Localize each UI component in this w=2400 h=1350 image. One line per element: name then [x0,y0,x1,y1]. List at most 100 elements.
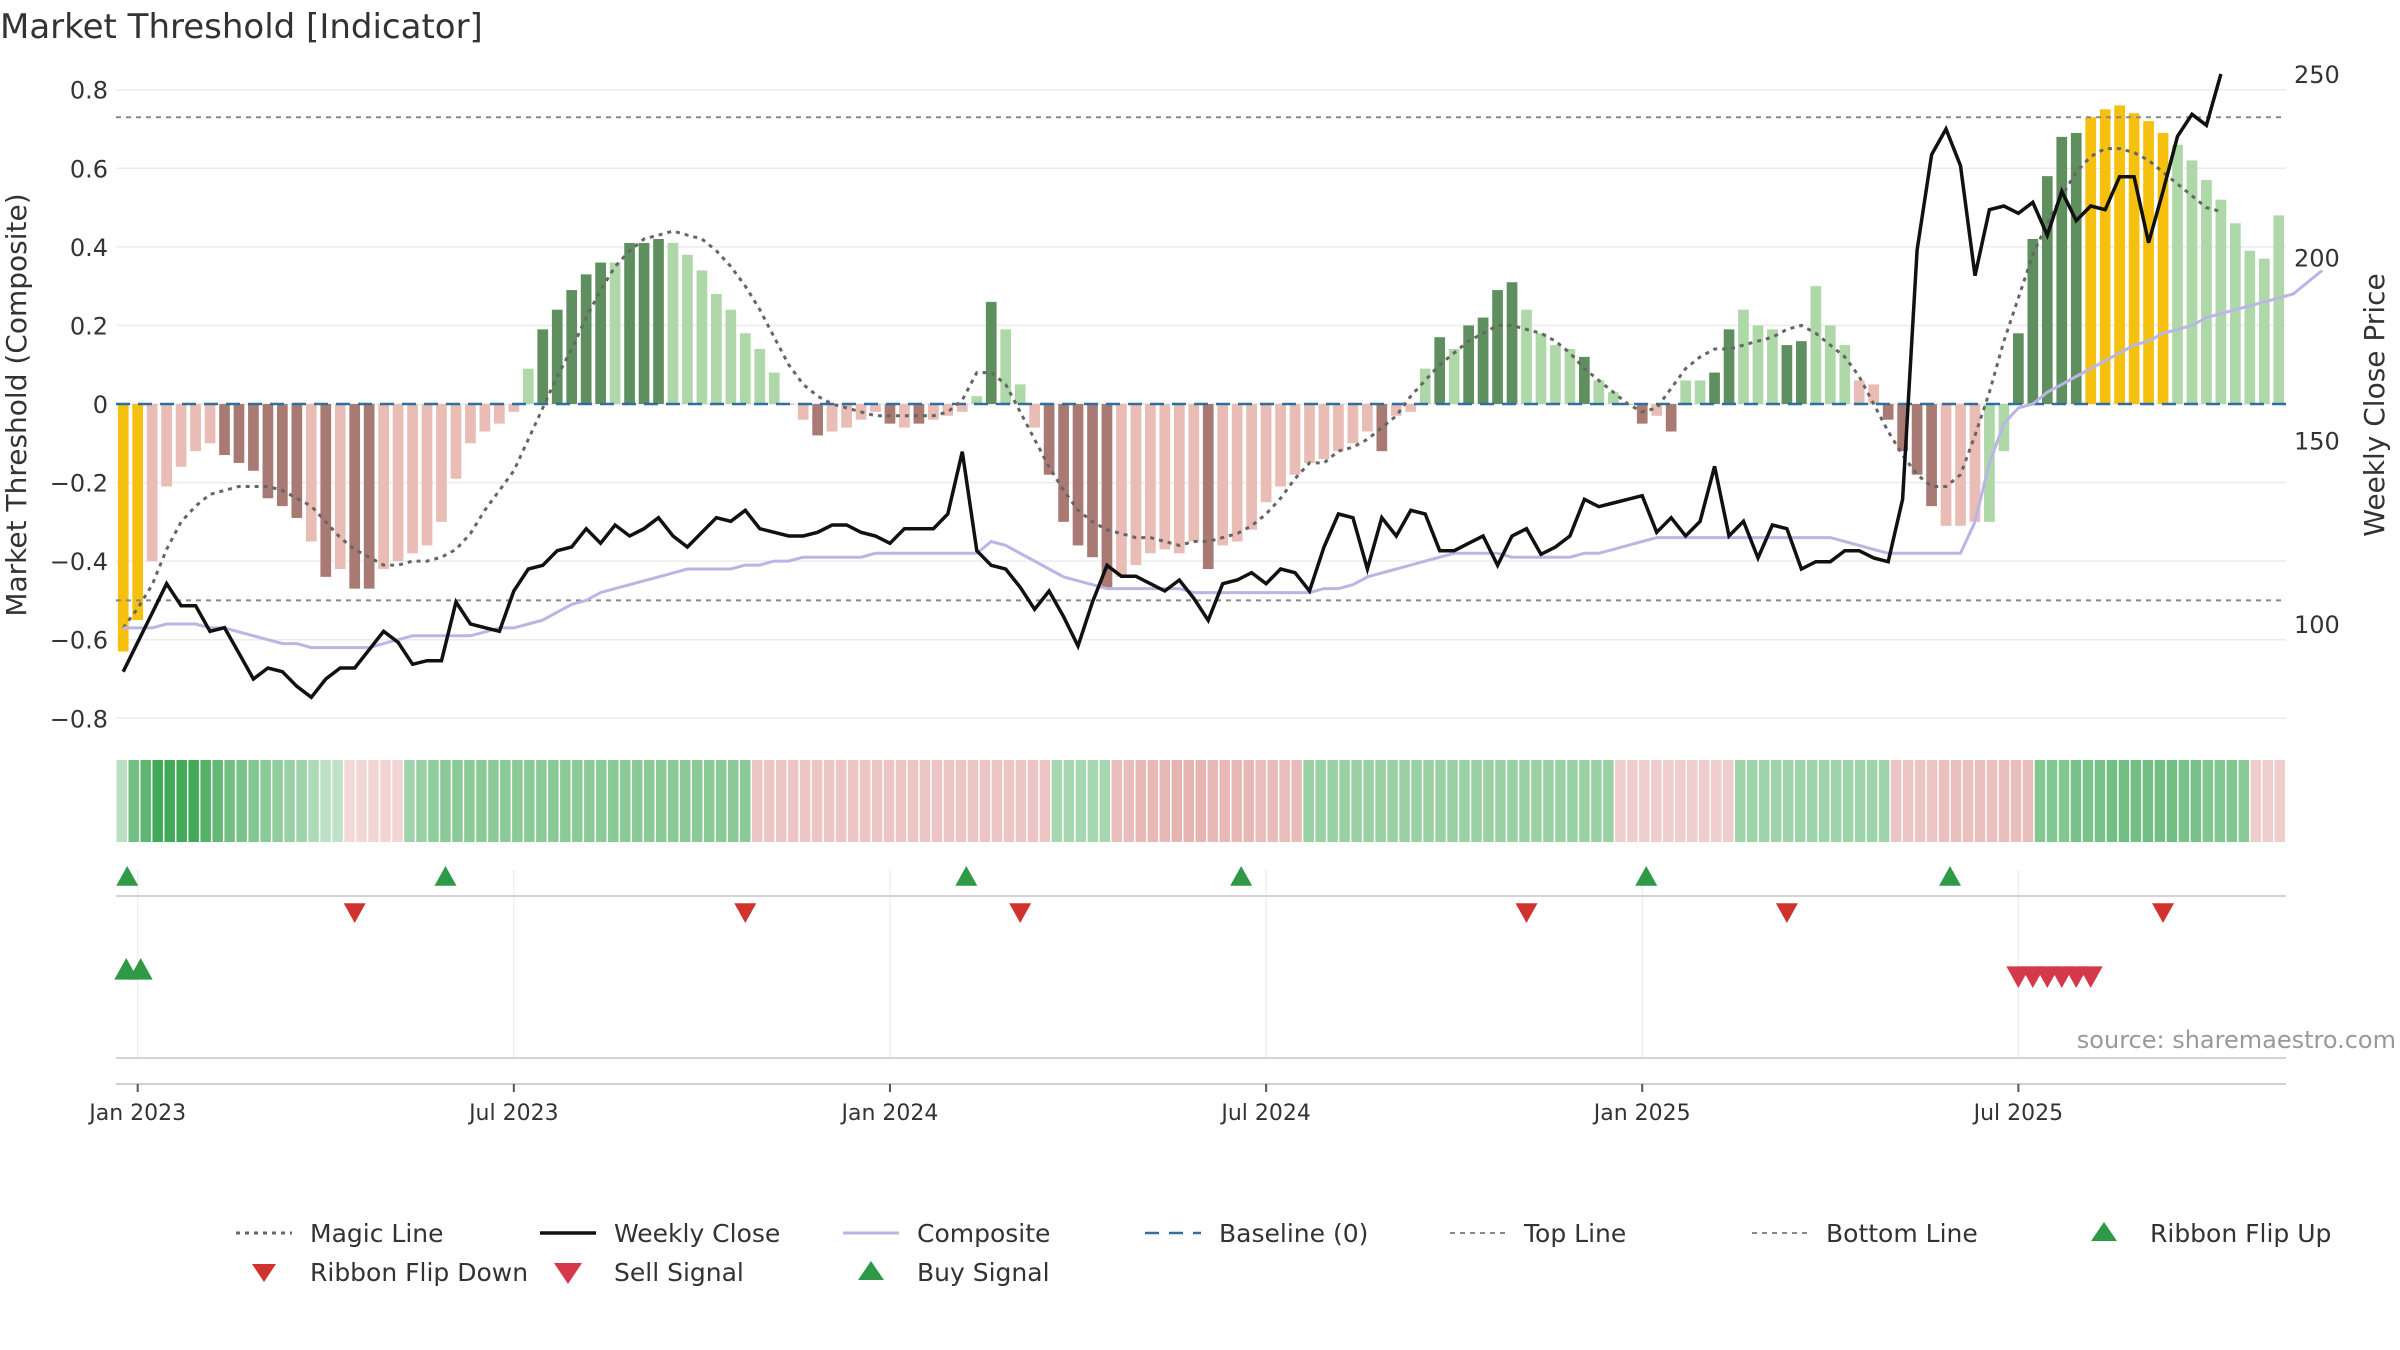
ribbon-cell [835,760,847,842]
ribbon-flip-up-marker [1939,866,1962,886]
ribbon-cell [931,760,943,842]
ribbon-cell [859,760,871,842]
composite-bar [1810,286,1822,404]
composite-bar [1781,345,1793,404]
ribbon-cell [200,760,211,842]
composite-bar [1853,380,1865,404]
ribbon-cell [476,760,487,842]
ribbon-flip-up-marker [116,866,139,886]
ribbon-cell [1663,760,1674,842]
composite-bar [1390,404,1402,416]
ribbon-cell [2178,760,2190,842]
y2-axis-label: Weekly Close Price [2358,273,2391,536]
composite-bar [1101,404,1113,589]
ribbon-cell [1555,760,1566,842]
x-tick-label: Jan 2023 [87,1101,186,1126]
ribbon-cell [1603,760,1614,842]
ribbon-cell [452,760,463,842]
ribbon-cell [691,760,703,842]
ribbon-cell [979,760,991,842]
ribbon-cell [224,760,235,842]
legend-swatch [554,1263,582,1284]
composite-bar [1405,404,1417,412]
composite-bar [1694,380,1706,404]
composite-bar [1130,404,1142,566]
y-tick-label: −0.6 [50,627,108,655]
composite-bar [349,404,361,589]
ribbon-cell [236,760,247,842]
y-tick-label: −0.2 [50,470,108,498]
ribbon-flip-down-marker [2152,903,2175,923]
legend-label: Buy Signal [917,1258,1050,1287]
composite-bar [711,294,722,404]
legend-swatch [858,1261,884,1280]
ribbon-cell [1914,760,1926,842]
composite-bar [522,368,534,404]
composite-bar [1767,329,1778,404]
y-tick-labels: 0.8 0.6 0.4 0.2 0 −0.2 −0.4 −0.6 −0.8 250 200 150 10… [50,61,2340,733]
ribbon-cell [2214,760,2226,842]
ribbon-cell [763,760,775,842]
ribbon-cell [1806,760,1818,842]
composite-bar [1072,404,1084,546]
composite-bar [291,404,303,518]
ribbon-cell [907,760,919,842]
ribbon-cell [2118,760,2130,842]
ribbon-cell [715,760,727,842]
ribbon-cell [1986,760,1998,842]
composite-bar [2186,160,2198,404]
composite-bar [1535,333,1547,404]
composite-bar [1506,282,1518,404]
ribbon-cell [2190,760,2202,842]
composite-bar [2143,121,2154,405]
composite-bar [682,254,693,404]
ribbon-cell [667,760,679,842]
ribbon-flip-down-marker [1775,903,1798,923]
composite-bar [1014,384,1026,404]
composite-bar [2099,109,2111,404]
composite-bar [1940,404,1952,526]
ribbon-strip [116,760,2285,842]
ribbon-cell [116,760,127,842]
composite-bar [1709,372,1720,404]
ribbon-cell [751,760,763,842]
ribbon-cell [2262,760,2274,842]
composite-bar [1231,404,1243,542]
ribbon-cell [1567,760,1578,842]
ribbon-cell [1003,760,1015,842]
composite-bar [884,404,896,424]
ribbon-cell [1051,760,1063,842]
composite-bar [942,404,954,416]
ribbon-flip-down-marker [343,903,366,923]
ribbon-cell [1423,760,1434,842]
composite-bar [334,404,346,569]
composite-bar [1159,404,1171,550]
composite-bar [2070,132,2082,404]
ribbon-cell [404,760,415,842]
ribbon-cell [1507,760,1518,842]
composite-bar [1796,341,1807,404]
ribbon-cell [2094,760,2106,842]
ribbon-cell [1351,760,1362,842]
ribbon-cell [2250,760,2262,842]
ribbon-cell [128,760,139,842]
ribbon-cell [1675,760,1686,842]
legend-label: Baseline (0) [1219,1219,1368,1248]
x-tick-label: Jan 2024 [840,1101,939,1126]
ribbon-cell [811,760,823,842]
composite-bar [146,404,158,562]
ribbon-cell [1782,760,1794,842]
composite-bar [1955,404,1966,526]
composite-bar [595,262,606,404]
composite-bar [1680,380,1691,404]
ribbon-cell [2010,760,2022,842]
buy-signal-marker [128,958,153,980]
ribbon-cell [1890,760,1902,842]
ribbon-cell [1830,760,1842,842]
ribbon-cell [308,760,319,842]
composite-bar [248,404,259,471]
ribbon-cell [1866,760,1878,842]
composite-bar [537,329,549,404]
composite-bar [2172,144,2183,404]
ribbon-cell [1027,760,1039,842]
